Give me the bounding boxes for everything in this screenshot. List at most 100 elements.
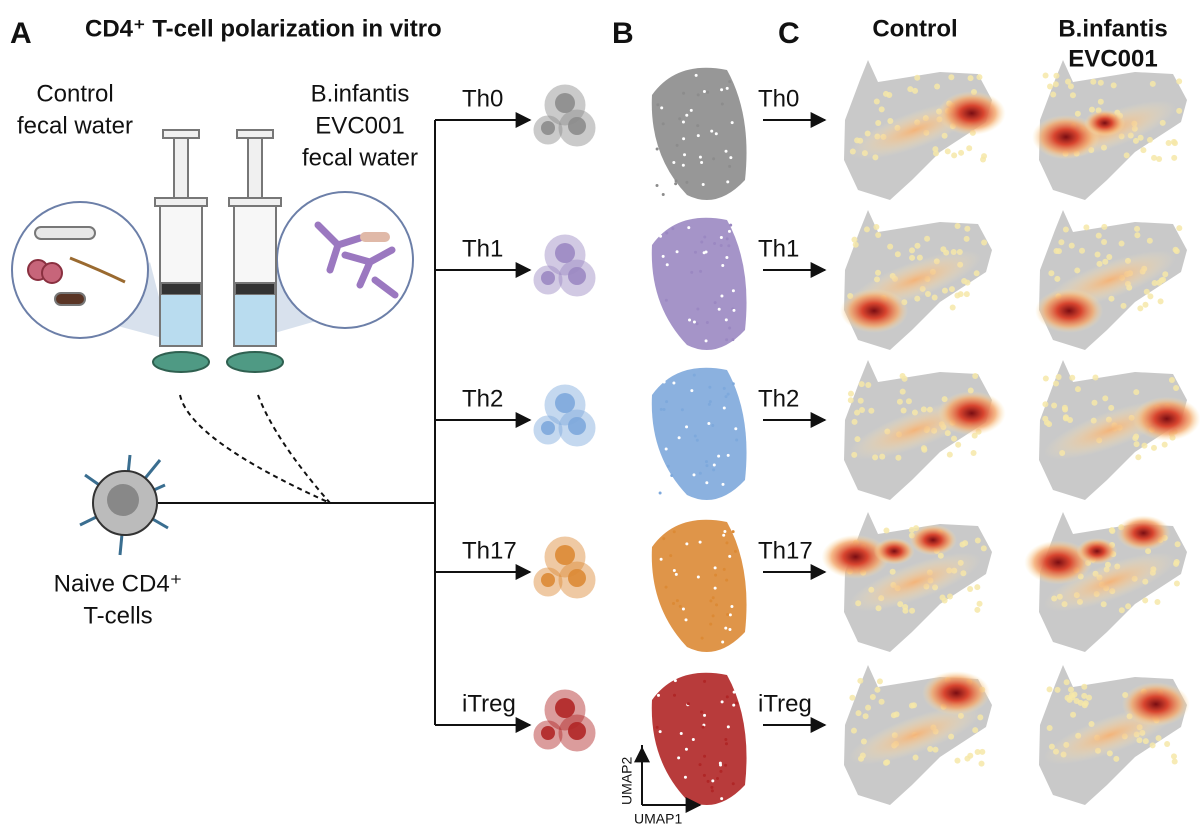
density-dot: [1142, 597, 1149, 604]
density-dot: [883, 527, 890, 534]
nucleus: [541, 421, 555, 435]
umap-dot: [659, 407, 663, 411]
subset-row: Th1 Th1: [435, 210, 1187, 350]
umap-dot: [664, 447, 668, 451]
naive-cell: [79, 454, 169, 556]
umap-dot: [700, 161, 704, 165]
density-dot: [951, 152, 958, 159]
panel-letter: B: [612, 17, 634, 50]
umap-blob: [651, 672, 747, 805]
density-dot: [887, 243, 894, 250]
umap-dot: [664, 585, 668, 589]
umap-y-label: UMAP2: [619, 757, 635, 805]
density-dot: [854, 409, 861, 416]
density-dot: [1118, 607, 1125, 614]
density-plot: [821, 512, 992, 652]
density-dot: [974, 584, 981, 591]
umap-dot: [733, 549, 737, 553]
density-dot: [1074, 386, 1081, 393]
infantis-label: fecal water: [302, 144, 418, 171]
umap-blob: [651, 367, 747, 500]
umap-dot: [708, 385, 712, 389]
umap-dot: [655, 725, 659, 729]
density-dot: [858, 407, 865, 414]
density-dot: [1147, 293, 1154, 300]
density-dot: [1101, 238, 1108, 245]
umap-dot: [725, 237, 729, 241]
umap-dot: [725, 695, 729, 699]
density-dot: [972, 727, 979, 734]
umap-dot: [725, 541, 729, 545]
umap-dot: [659, 766, 663, 770]
subset-row: Th0 Th0: [435, 60, 1187, 201]
density-dot: [1101, 223, 1108, 230]
density-dot: [1133, 441, 1140, 448]
subset-label: iTreg: [758, 690, 812, 717]
density-dot: [1102, 395, 1109, 402]
umap-dot: [702, 773, 706, 777]
umap-dot: [731, 338, 735, 342]
density-dot: [1134, 232, 1141, 239]
syringes: [11, 129, 414, 373]
umap-dot: [657, 483, 661, 487]
umap-dot: [729, 223, 733, 227]
umap-dot: [699, 269, 703, 273]
umap-dot: [703, 713, 707, 717]
density-dot: [1170, 753, 1177, 760]
density-dot: [878, 698, 885, 705]
density-dot: [1170, 138, 1177, 145]
umap-dot: [675, 143, 679, 147]
umap-dot: [665, 400, 669, 404]
umap-dot: [711, 424, 715, 428]
umap-dot: [719, 236, 723, 240]
density-dot: [1062, 406, 1069, 413]
density-dot: [1053, 248, 1060, 255]
density-dot: [963, 235, 970, 242]
density-dot: [932, 146, 939, 153]
umap-dot: [684, 618, 688, 622]
density-plot: [1039, 360, 1200, 500]
subset-label: Th0: [462, 85, 503, 112]
umap-dot: [685, 180, 689, 184]
umap-dot: [731, 289, 735, 293]
density-dot: [1140, 147, 1147, 154]
nucleus: [541, 726, 555, 740]
umap-dot: [724, 626, 728, 630]
nucleus: [555, 93, 575, 113]
umap-dot: [721, 482, 725, 486]
umap-dot: [696, 93, 700, 97]
umap-dot: [725, 86, 729, 90]
density-dot: [1120, 302, 1127, 309]
umap-dot: [717, 307, 721, 311]
density-dot: [1074, 267, 1081, 274]
density-dot: [1173, 580, 1180, 587]
density-dot: [1142, 301, 1149, 308]
density-dot: [1110, 82, 1117, 89]
umap-dot: [674, 179, 678, 183]
density-dot: [1074, 110, 1081, 117]
umap-dot: [693, 434, 697, 438]
density-dot: [1083, 224, 1090, 231]
umap-dot: [711, 614, 715, 618]
density-dot: [873, 98, 880, 105]
nucleus: [555, 243, 575, 263]
umap-dot: [681, 163, 685, 167]
umap-dot: [705, 481, 709, 485]
density-dot: [924, 235, 931, 242]
flow-lines: [179, 394, 331, 504]
density-hotspot: [873, 538, 915, 565]
density-dot: [1123, 152, 1130, 159]
umap-dot: [698, 471, 702, 475]
umap-dot: [707, 422, 711, 426]
umap-dot: [701, 182, 705, 186]
density-dot: [914, 242, 921, 249]
umap-dot: [682, 137, 686, 141]
density-dot: [1095, 232, 1102, 239]
nucleus: [555, 698, 575, 718]
density-hotspot: [937, 391, 1006, 436]
umap-dot: [673, 693, 677, 697]
umap-dot: [709, 599, 713, 603]
density-dot: [1125, 603, 1132, 610]
umap-dot: [729, 156, 733, 160]
